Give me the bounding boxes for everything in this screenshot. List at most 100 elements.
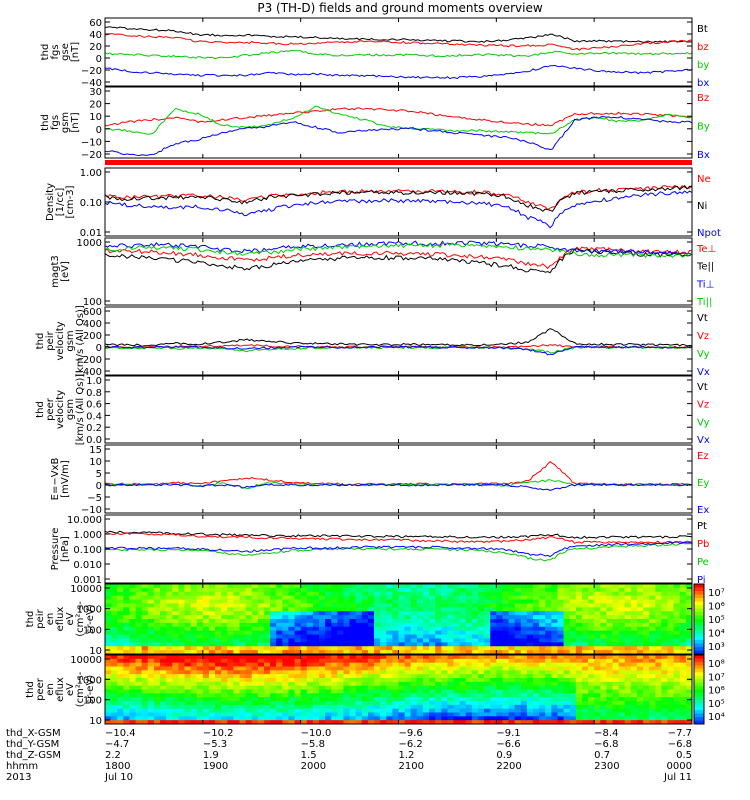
colorbar-cell [694,710,704,715]
panel-peer-spectrogram: thd peer en eflux eV (cm²-s-sr-eV) 10⁸ 10⁷ 10⁶ 10… [25,654,725,727]
panel-ylabel: velocity [55,321,66,360]
colorbar-cell [694,703,704,708]
colorbar-cell [694,633,704,637]
y-tick-label: 0.001 [73,575,102,586]
colorbar-cell [694,668,704,673]
colorbar-cell [694,598,704,602]
colorbar-tick-label: 10⁴ [708,712,725,723]
legend-entry: Vx [697,435,710,446]
colorbar-cell [694,692,704,697]
x-row-label: thd_Y-GSM [6,739,59,750]
y-tick-label: 0.4 [86,411,102,422]
x-tick-label: 1900 [203,761,228,772]
colorbar-cell [694,686,704,690]
series-line-Bz [104,107,693,127]
y-tick-label: 20 [89,42,102,53]
y-tick-label: −5 [87,493,102,504]
y-tick-label: 100 [83,696,102,707]
y-tick-label: 0 [96,54,102,65]
panel-ylabel: thd [25,681,36,698]
panel-ylabel: [km/s (All Qs)] [75,305,86,377]
y-tick-label: 0.10 [80,198,102,209]
series-line-bx [105,64,693,80]
colorbar-cell [694,608,704,613]
y-tick-label: −10 [81,137,102,148]
legend-entry: Bx [697,150,710,161]
y-tick-label: 1000 [77,675,102,686]
panel-ylabel: (cm²-s- [75,601,86,637]
legend-entry: Vt [697,382,708,393]
legend-entry: By [697,122,710,133]
legend-entry: Vx [697,367,710,378]
y-tick-label: 0 [96,481,102,492]
colorbar-cell [694,636,704,641]
panel-ylabel: gsm [65,330,76,351]
y-tick-label: −20 [81,150,102,161]
legend-entry: Te⊥ [696,244,716,255]
y-tick-label: 400 [83,319,102,330]
y-tick-label: 0 [96,125,102,136]
colorbar-cell [694,591,704,595]
x-row-label: hhmm [6,761,38,772]
panel-ylabel: [cm-3] [65,185,76,218]
series-line-Bx [104,115,693,157]
y-tick-label: 200 [83,331,102,342]
colorbar-cell [694,706,704,711]
colorbar [693,583,705,655]
panel-frame [104,375,693,444]
y-tick-label: 0.100 [73,545,102,556]
colorbar-cell [694,665,704,670]
panel-ylabel: [1/cc] [55,188,66,217]
series-line-Ni [104,185,693,212]
panel-ylabel: (cm²-s- [75,671,86,707]
y-tick-label: 60 [89,18,102,29]
y-tick-label: 1000 [77,605,102,616]
y-tick-label: −40 [81,78,102,89]
colorbar-tick-label: 10⁷ [708,588,725,599]
panel-ylabel: Pressure [50,528,61,571]
panel-ylabel: thd [35,401,46,418]
y-tick-label: 15 [89,445,102,456]
y-tick-label: 0.2 [86,423,102,434]
panel-ylabel: en [45,683,56,696]
series-line-Pi [104,541,693,558]
x-row-label: thd_Z-GSM [6,750,61,761]
colorbar-cell [694,675,704,680]
x-tick-label: 1.9 [203,750,219,761]
y-tick-label: 1.00 [80,168,102,179]
x-tick-label: 2200 [496,761,521,772]
panel-ylabel: [mV/m] [60,460,71,498]
y-tick-label: 0.6 [86,400,102,411]
legend-entry: Ez [697,451,709,462]
legend-entry: by [697,60,709,71]
y-tick-label: 100 [83,625,102,636]
x-tick-label: 2100 [399,761,424,772]
series-line-Te|| [104,248,693,274]
separator-bar [105,160,692,165]
panel-ylabel: eV [65,683,76,696]
panel-ylabel: E=−VxB [50,458,61,501]
colorbar-cell [694,587,704,592]
panel-frame [104,306,693,376]
panel-ylabel: peir [45,330,56,350]
panel-ylabel: en [45,613,56,626]
series-line-Pe [104,542,693,562]
colorbar-tick-label: 10⁵ [708,699,725,710]
panel-ylabel: peer [45,397,56,421]
legend-entry: Ey [697,478,709,489]
panel-ylabel: thd [35,333,46,350]
colorbar-cell [694,626,704,630]
legend-entry: Pt [697,521,707,532]
x-tick-label: −10.0 [301,728,332,739]
colorbar-cell [694,672,704,677]
colorbar-tick-label: 10⁶ [708,686,725,697]
colorbar-cell [694,650,704,655]
colorbar-cell [694,717,704,722]
series-line-Ez [104,461,693,486]
panel-peir-spectrogram: thd peir en eflux eV (cm²-s-sr-eV) 10⁷ 10⁶ 10⁵ 10… [25,583,725,657]
y-tick-label: 1.0 [86,376,102,387]
panel-ylabel: magt3 [50,255,61,288]
y-tick-label: 0 [96,343,102,354]
x-tick-label: 1.5 [301,750,317,761]
